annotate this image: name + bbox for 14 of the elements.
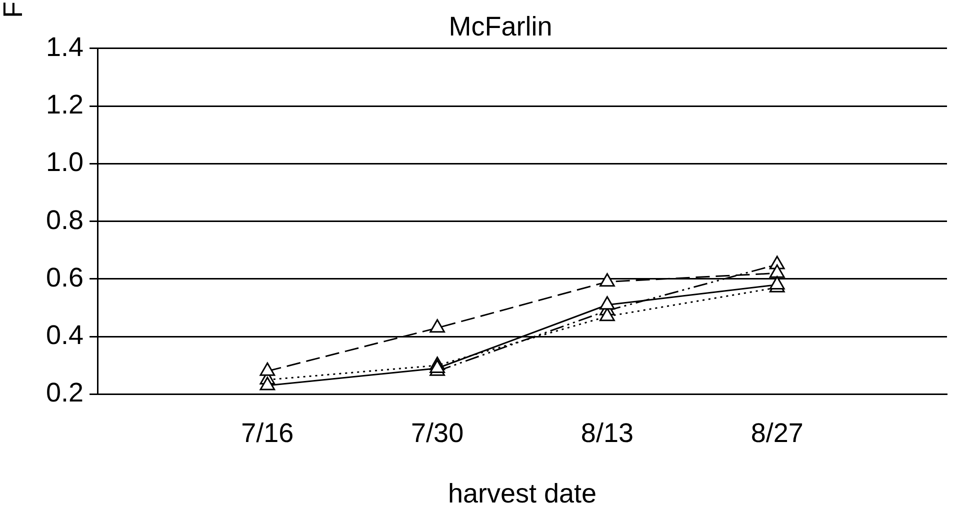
y-tick-label: 0.2 xyxy=(46,378,84,408)
y-tick-label: 0.8 xyxy=(46,204,84,235)
x-tick-label: 7/30 xyxy=(411,418,464,448)
y-tick-label: 0.4 xyxy=(46,320,84,350)
chart-title: McFarlin xyxy=(448,12,552,42)
x-axis-title: harvest date xyxy=(448,478,597,508)
x-tick-label: 8/13 xyxy=(580,418,634,448)
y-tick-label: 0.6 xyxy=(46,262,84,292)
y-tick-label: 1.2 xyxy=(46,89,84,120)
x-tick-label: 8/27 xyxy=(750,418,804,448)
y-axis-title: F xyxy=(0,2,29,18)
x-tick-label: 7/16 xyxy=(241,418,294,448)
y-tick-label: 1.4 xyxy=(46,32,84,62)
y-tick-label: 1.0 xyxy=(46,147,84,178)
